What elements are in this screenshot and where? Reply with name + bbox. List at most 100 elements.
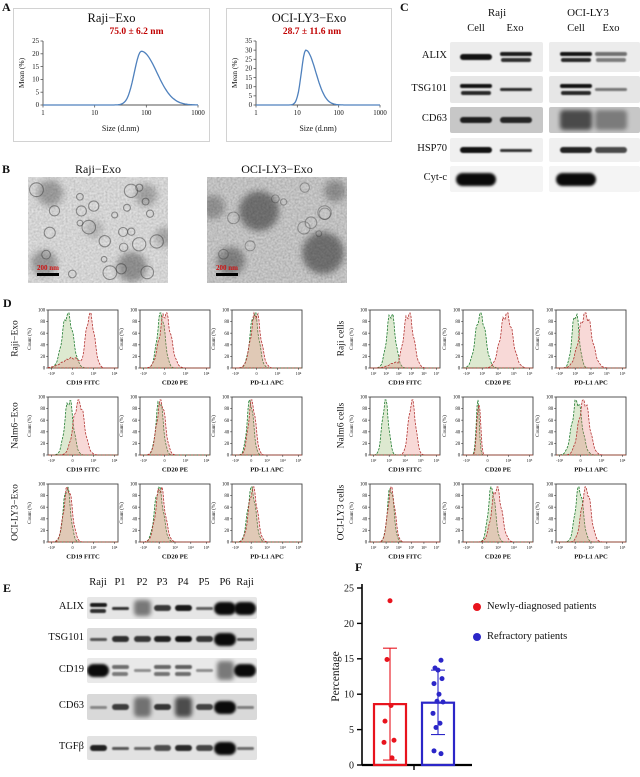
y-axis-label: Count (%) xyxy=(348,502,355,524)
y-tick-label: 80 xyxy=(362,320,367,325)
blot-band xyxy=(500,51,532,56)
x-axis-label: PD-L1 APC xyxy=(574,467,608,474)
y-tick-label: 20 xyxy=(132,442,137,447)
y-tick-label: 10 xyxy=(245,84,252,91)
y-axis-label: Count (%) xyxy=(26,415,33,437)
y-tick-label: 20 xyxy=(455,529,460,534)
x-axis-label: CD20 PE xyxy=(485,380,512,387)
y-tick-label: 25 xyxy=(245,56,252,63)
y-axis-label: Count (%) xyxy=(534,502,541,524)
y-tick-label: 35 xyxy=(245,38,252,45)
tem-image-raji-exo: 200 nm xyxy=(28,177,175,283)
blot-strip xyxy=(450,42,543,72)
y-tick-label: 0 xyxy=(365,367,368,372)
x-tick-label: 10⁴ xyxy=(402,458,408,463)
blot-band xyxy=(133,636,151,642)
x-tick-label: 10 xyxy=(294,110,301,117)
x-tick-label: -10² xyxy=(463,371,471,376)
y-tick-label: 80 xyxy=(455,407,460,412)
y-tick-label: 0 xyxy=(43,454,46,459)
x-tick-label: 10⁴ xyxy=(204,371,210,376)
x-tick-label: 10⁴ xyxy=(296,371,302,376)
blot-band xyxy=(216,661,234,680)
y-tick-label: 40 xyxy=(224,517,229,522)
y-axis-label: Percentage xyxy=(330,651,342,701)
flow-plot: 0 20 40 60 80 100 Count (%) -10² 0 10³ 10⁴ 10⁵ PD-L1… xyxy=(206,395,306,483)
tem-vesicle xyxy=(297,221,311,235)
flow-plot: 0 20 40 60 80 100 Count (%) -10¹ 0 10³ 10⁴ CD20 PE xyxy=(114,308,214,396)
blot-row-label-hsp70: HSP70 xyxy=(417,143,447,154)
blot-band xyxy=(214,700,236,714)
blot-group-header-ocily3: OCI-LY3 xyxy=(567,7,609,19)
flow-curve-sample xyxy=(370,399,440,456)
blot-band xyxy=(236,705,254,709)
x-tick-label: -10² xyxy=(232,545,240,550)
x-tick-label: -10² xyxy=(48,458,56,463)
y-tick-label: 100 xyxy=(222,309,230,314)
flow-plot: 0 20 40 60 80 100 Count (%) -10¹ 0 10⁴ 10⁵ CD20 PE xyxy=(437,395,537,483)
blot-band xyxy=(174,671,192,676)
legend-label: Refractory patients xyxy=(487,631,568,642)
scale-bar: 200 nm xyxy=(216,265,238,276)
y-tick-label: 60 xyxy=(548,419,553,424)
x-tick-label: 10⁴ xyxy=(280,458,286,463)
lane-header-raji: Raji xyxy=(236,577,254,588)
y-tick-label: 25 xyxy=(344,583,354,594)
blot-row-label-tgfβ: TGFβ xyxy=(58,741,84,752)
x-tick-label: 10⁴ xyxy=(604,545,610,550)
y-tick-label: 80 xyxy=(40,494,45,499)
y-tick-label: 80 xyxy=(224,320,229,325)
y-axis-label: Count (%) xyxy=(441,415,448,437)
x-tick-label: 10³ xyxy=(275,371,281,376)
y-tick-label: 0 xyxy=(43,367,46,372)
x-tick-label: 10³ xyxy=(480,371,486,376)
scale-bar-label: 200 nm xyxy=(37,264,59,272)
blot-band xyxy=(174,697,192,717)
x-tick-label: -10² xyxy=(463,545,471,550)
blot-band xyxy=(500,58,532,62)
blot-strip xyxy=(87,694,257,720)
tem-vesicle xyxy=(43,226,56,239)
x-tick-label: 1 xyxy=(254,110,257,117)
y-tick-label: 0 xyxy=(551,454,554,459)
flow-plot: 0 20 40 60 80 100 Count (%) -10² 0 10³ 10⁴ CD19 FIT… xyxy=(22,395,122,483)
x-tick-label: 10⁴ xyxy=(396,545,402,550)
y-tick-label: 100 xyxy=(38,396,46,401)
tem-vesicle xyxy=(135,183,144,192)
y-tick-label: 80 xyxy=(455,320,460,325)
y-tick-label: 15 xyxy=(32,64,39,71)
flow-curve-sample xyxy=(232,311,302,369)
y-tick-label: 60 xyxy=(132,332,137,337)
flow-plot-svg-1-0-2: 0 20 40 60 80 100 Count (%) -10² 10³ 10⁴ 10⁵ 10⁶ PD-… xyxy=(534,309,627,387)
data-point xyxy=(438,657,444,663)
x-tick-label: 10⁴ xyxy=(396,371,402,376)
scale-bar: 200 nm xyxy=(37,265,59,276)
blot-band xyxy=(595,51,627,56)
flow-plot-svg-1-2-0: 0 20 40 60 80 100 Count (%) 10² 10³ 10⁴ 10⁵ 10⁶ 10⁷ C… xyxy=(348,483,441,561)
blot-band xyxy=(460,147,492,153)
tem-vesicle xyxy=(270,194,280,204)
y-tick-label: 0 xyxy=(135,541,138,546)
data-point xyxy=(391,737,397,743)
x-tick-label: -10² xyxy=(556,458,564,463)
blot-band xyxy=(133,669,151,672)
y-tick-label: 40 xyxy=(40,517,45,522)
blot-strip xyxy=(450,107,543,133)
y-tick-label: 60 xyxy=(362,419,367,424)
flow-curve-sample xyxy=(556,399,626,456)
blot-row-label-cd63: CD63 xyxy=(421,113,447,124)
panel-b-letter: B xyxy=(2,162,11,176)
y-tick-label: 5 xyxy=(349,725,354,736)
y-axis-label: Mean (%) xyxy=(230,57,239,88)
blot-band xyxy=(560,90,592,95)
tem-blob xyxy=(135,184,157,206)
y-tick-label: 60 xyxy=(362,332,367,337)
scale-bar-label: 200 nm xyxy=(216,264,238,272)
flow-plot-svg-1-1-0: 0 20 40 60 80 100 Count (%) 10² 10³ 10⁴ 10⁵ 10⁶ CD19… xyxy=(348,396,441,474)
blot-band xyxy=(595,58,627,62)
x-tick-label: 0 xyxy=(71,458,73,463)
y-tick-label: 80 xyxy=(455,494,460,499)
x-tick-label: 10³ xyxy=(573,371,579,376)
x-tick-label: 10⁴ xyxy=(188,545,194,550)
